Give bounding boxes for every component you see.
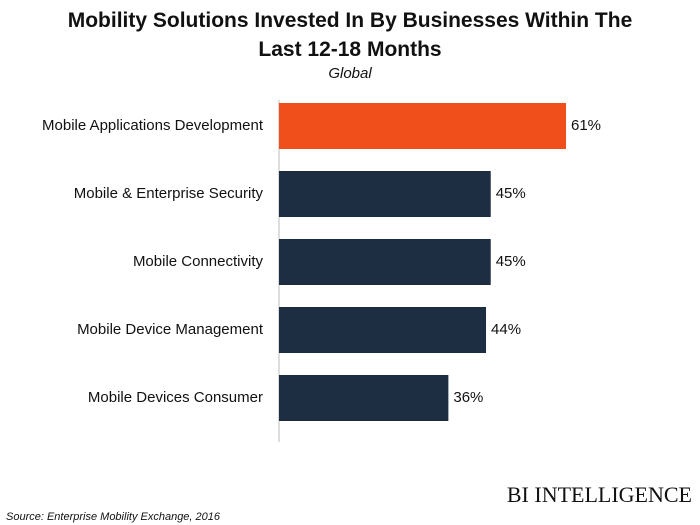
value-label: 44% [491, 321, 521, 338]
bar [279, 171, 491, 217]
value-label: 61% [571, 117, 601, 134]
category-label: Mobile Connectivity [133, 253, 264, 270]
chart-subtitle: Global [328, 65, 372, 82]
bar [279, 239, 491, 285]
chart-title: Mobility Solutions Invested In By Busine… [67, 9, 633, 61]
value-label: 36% [453, 389, 483, 406]
value-label: 45% [496, 185, 526, 202]
category-label: Mobile Devices Consumer [88, 389, 263, 406]
category-label: Mobile Applications Development [42, 117, 264, 134]
bar [279, 375, 449, 421]
bar [279, 103, 567, 149]
source: Source: Enterprise Mobility Exchange, 20… [6, 511, 221, 523]
category-label: Mobile & Enterprise Security [74, 185, 264, 202]
category-label: Mobile Device Management [77, 321, 264, 338]
logo: BI INTELLIGENCE [507, 482, 692, 507]
bar [279, 307, 487, 353]
value-label: 45% [496, 253, 526, 270]
